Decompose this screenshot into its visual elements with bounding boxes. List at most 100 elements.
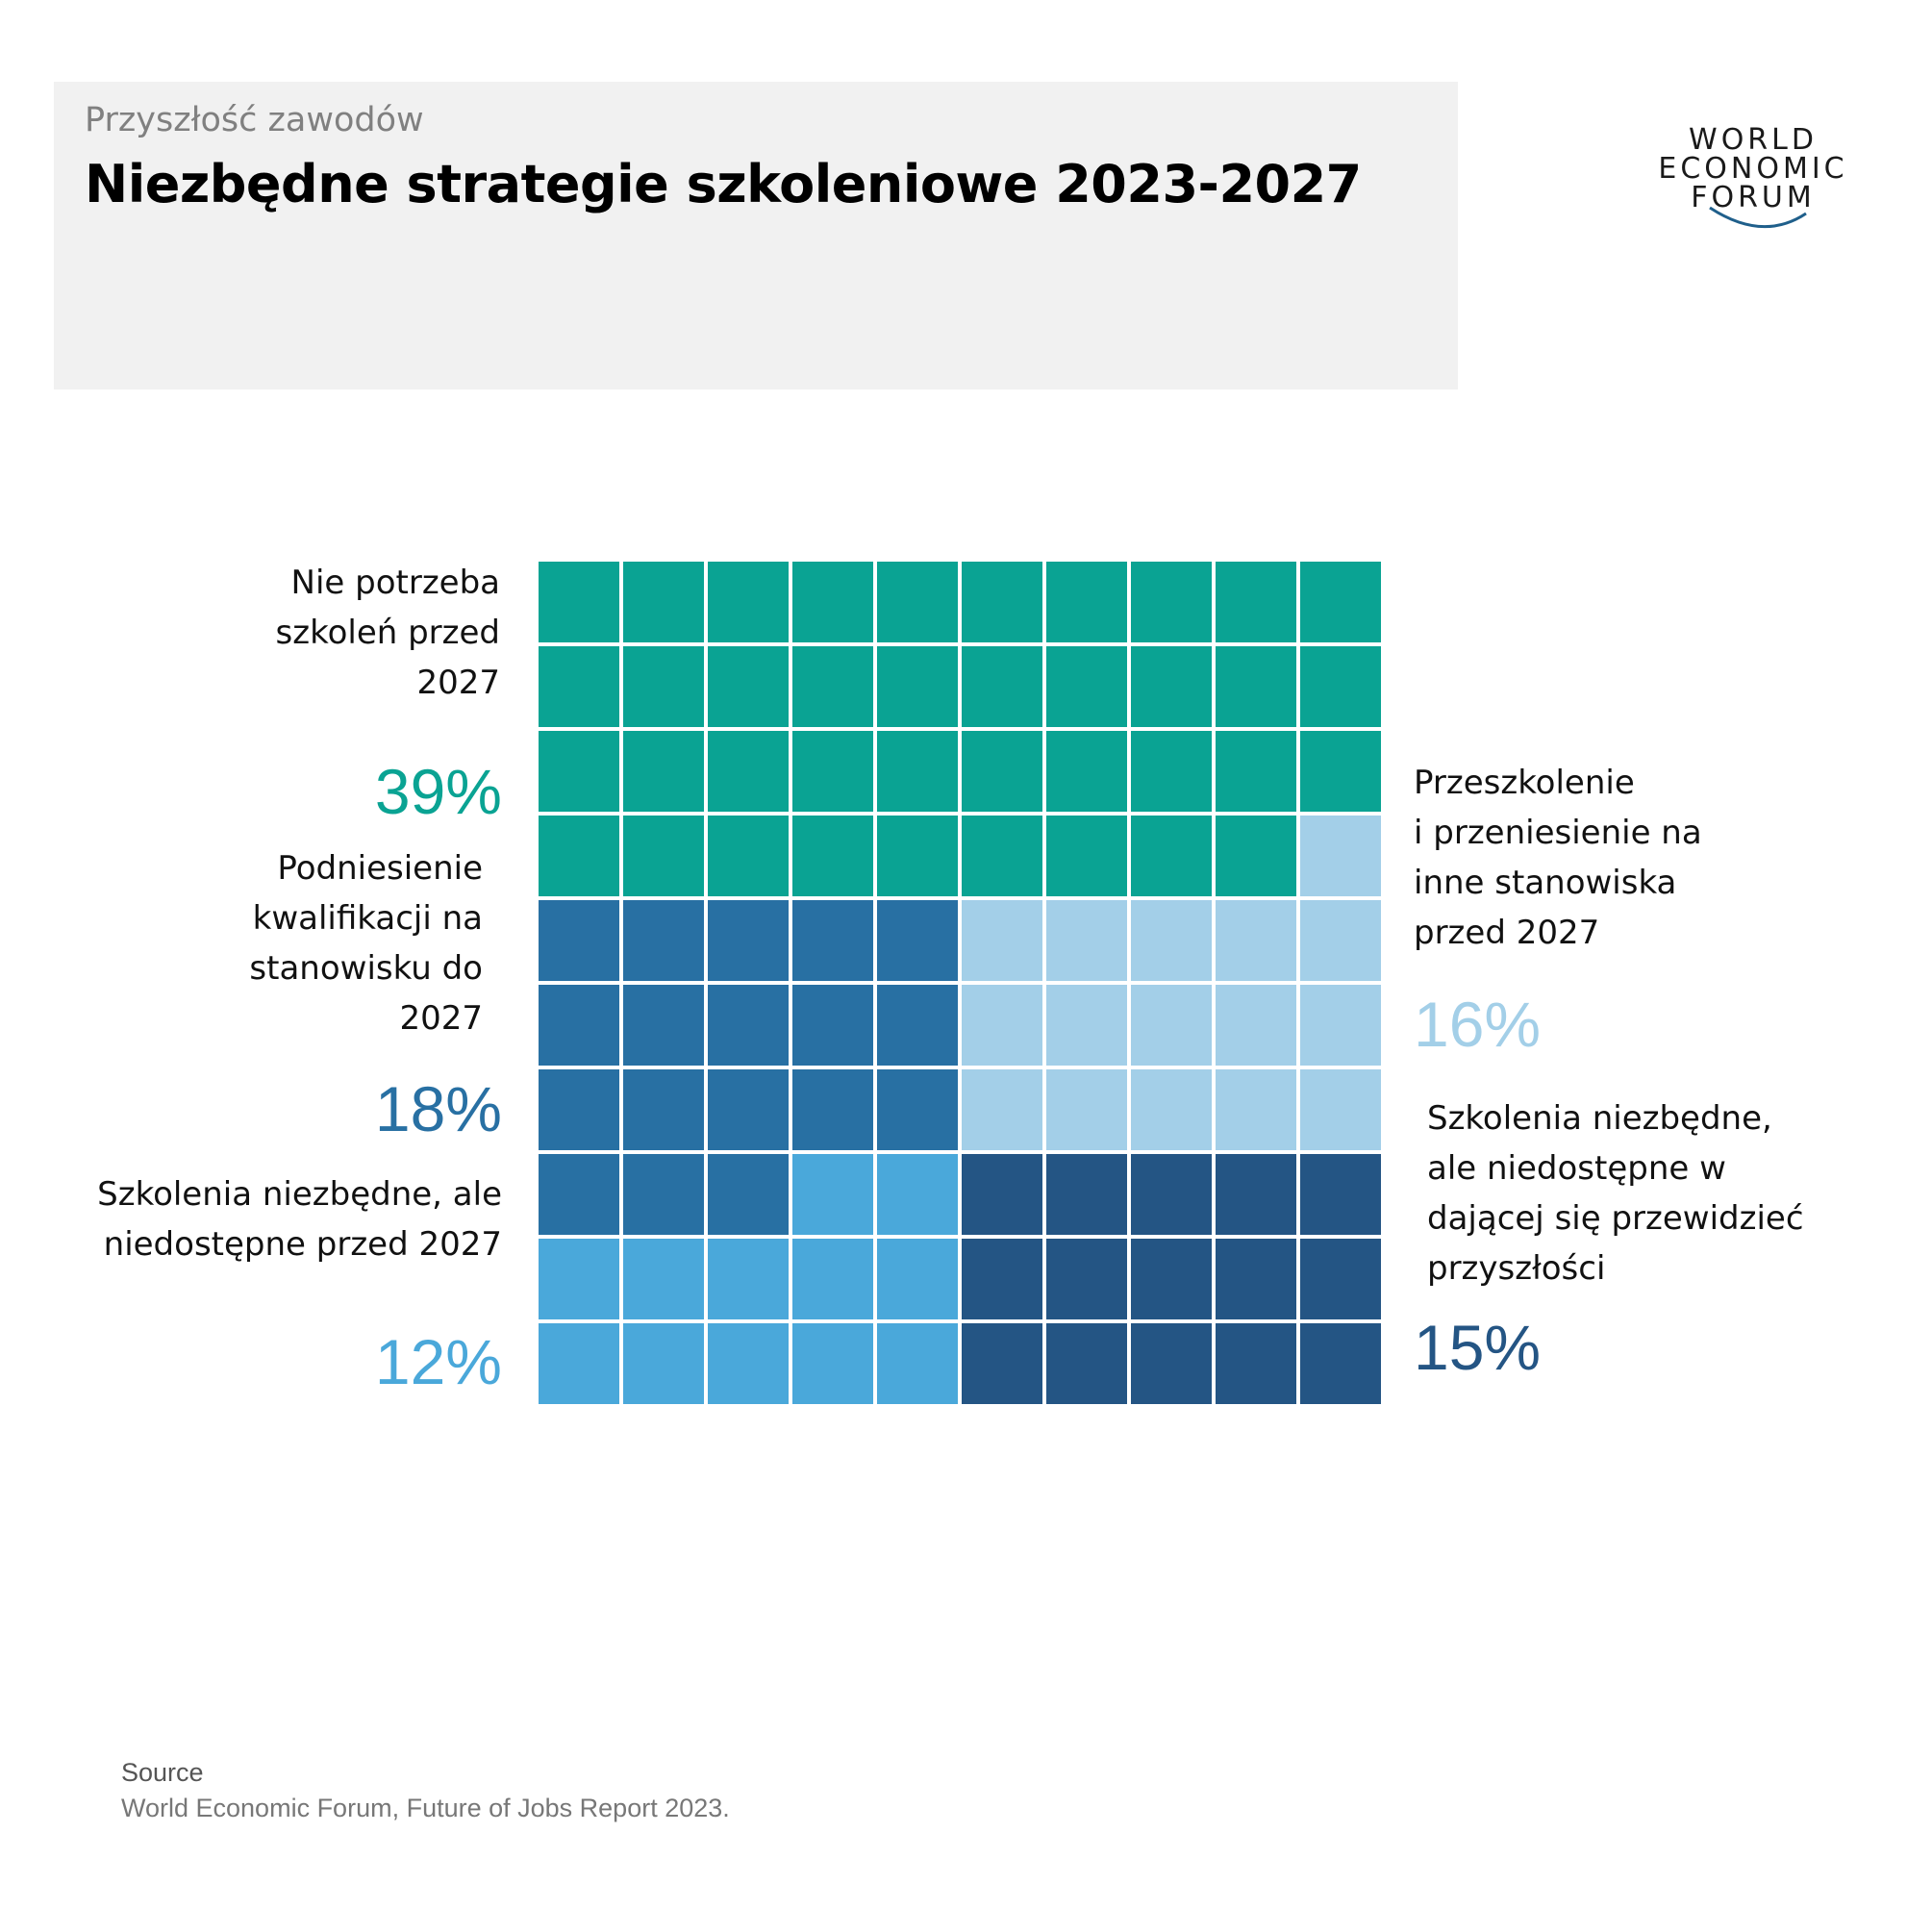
label-reskill-move-line: Przeszkolenie [1414,764,1635,802]
label-reskill-move-line: przed 2027 [1414,914,1600,952]
waffle-cell-no-training [792,816,873,896]
waffle-cell-no-training [962,816,1042,896]
waffle-grid [539,562,1381,1404]
logo-line-1: WORLD [1689,123,1818,157]
waffle-cell-no-training [792,562,873,642]
waffle-cell-no-training [1046,731,1127,812]
waffle-cell-no-training [877,816,958,896]
label-no-training: Nie potrzeba szkoleń przed 2027 [212,558,500,708]
waffle-cell-reskill-move [962,1069,1042,1150]
waffle-cell-no-training [539,646,619,727]
waffle-cell-no-training [708,816,789,896]
waffle-cell-no-training [877,562,958,642]
waffle-cell-reskill-move [1300,816,1381,896]
waffle-cell-no-training [792,646,873,727]
waffle-cell-no-training [1216,816,1296,896]
waffle-cell-no-training [1216,562,1296,642]
waffle-cell-no-training [1300,562,1381,642]
value-needed-unavailable-2027: 12% [374,1326,502,1397]
waffle-cell-no-training [1216,731,1296,812]
waffle-cell-needed-unavailable-future [1216,1154,1296,1235]
waffle-cell-needed-unavailable-2027 [708,1239,789,1319]
waffle-cell-no-training [623,816,704,896]
waffle-cell-needed-unavailable-2027 [792,1323,873,1404]
waffle-cell-no-training [877,731,958,812]
waffle-cell-no-training [623,646,704,727]
waffle-cell-reskill-move [1046,985,1127,1066]
page-subtitle: Przyszłość zawodów [85,101,424,139]
waffle-cell-upskill [539,985,619,1066]
waffle-cell-needed-unavailable-2027 [877,1154,958,1235]
waffle-cell-needed-unavailable-future [1300,1154,1381,1235]
waffle-cell-no-training [623,731,704,812]
label-upskill: Podniesienie kwalifikacji na stanowisku … [192,843,483,1043]
waffle-cell-reskill-move [1131,985,1212,1066]
source-text: World Economic Forum, Future of Jobs Rep… [121,1794,730,1822]
waffle-cell-needed-unavailable-future [1300,1323,1381,1404]
waffle-cell-reskill-move [962,900,1042,981]
value-reskill-move: 16% [1414,989,1542,1060]
waffle-cell-needed-unavailable-future [1131,1154,1212,1235]
waffle-cell-needed-unavailable-2027 [539,1323,619,1404]
waffle-cell-needed-unavailable-future [1046,1239,1127,1319]
waffle-cell-reskill-move [1216,985,1296,1066]
waffle-cell-upskill [708,900,789,981]
label-needed-unavailable-future-line: Szkolenia niezbędne, [1427,1099,1772,1138]
waffle-cell-upskill [792,900,873,981]
label-no-training-line: Nie potrzeba [290,564,500,602]
label-needed-unavailable-2027-line: niedostępne przed 2027 [103,1225,502,1264]
waffle-cell-upskill [623,900,704,981]
waffle-cell-no-training [539,731,619,812]
waffle-cell-upskill [623,1154,704,1235]
label-upskill-line: stanowisku do [249,949,483,988]
waffle-cell-needed-unavailable-future [1131,1239,1212,1319]
waffle-cell-needed-unavailable-future [962,1239,1042,1319]
waffle-cell-reskill-move [1216,1069,1296,1150]
waffle-cell-reskill-move [1131,900,1212,981]
waffle-cell-reskill-move [1300,900,1381,981]
waffle-cell-needed-unavailable-future [962,1323,1042,1404]
waffle-cell-needed-unavailable-2027 [792,1239,873,1319]
waffle-cell-no-training [1216,646,1296,727]
label-upskill-line: 2027 [399,999,483,1038]
label-reskill-move: Przeszkolenie i przeniesienie na inne st… [1414,758,1818,958]
waffle-cell-needed-unavailable-future [1216,1239,1296,1319]
waffle-cell-no-training [1131,816,1212,896]
waffle-cell-needed-unavailable-future [1131,1323,1212,1404]
label-needed-unavailable-future-line: ale niedostępne w [1427,1149,1726,1188]
waffle-cell-upskill [623,1069,704,1150]
waffle-cell-no-training [708,562,789,642]
page-title: Niezbędne strategie szkoleniowe 2023-202… [85,154,1362,214]
value-upskill: 18% [374,1073,502,1144]
waffle-cell-needed-unavailable-2027 [623,1323,704,1404]
waffle-cell-upskill [623,985,704,1066]
waffle-cell-needed-unavailable-2027 [877,1323,958,1404]
waffle-cell-no-training [1046,646,1127,727]
wef-logo: WORLD ECONOMIC FORUM [1652,119,1854,235]
waffle-cell-no-training [708,646,789,727]
waffle-cell-reskill-move [1300,1069,1381,1150]
waffle-cell-no-training [539,816,619,896]
label-upskill-line: Podniesienie [277,849,483,888]
waffle-cell-upskill [792,985,873,1066]
label-needed-unavailable-2027: Szkolenia niezbędne, ale niedostępne prz… [58,1169,502,1269]
waffle-cell-reskill-move [1216,900,1296,981]
value-needed-unavailable-future: 15% [1414,1312,1542,1383]
waffle-cell-no-training [1131,562,1212,642]
logo-line-2: ECONOMIC [1658,152,1848,186]
label-reskill-move-line: inne stanowiska [1414,864,1677,902]
waffle-cell-needed-unavailable-2027 [708,1323,789,1404]
waffle-cell-needed-unavailable-2027 [623,1239,704,1319]
waffle-cell-no-training [1131,646,1212,727]
waffle-cell-no-training [623,562,704,642]
waffle-cell-no-training [539,562,619,642]
waffle-cell-no-training [1046,562,1127,642]
waffle-cell-reskill-move [1046,1069,1127,1150]
waffle-cell-reskill-move [1046,900,1127,981]
waffle-cell-no-training [962,731,1042,812]
label-upskill-line: kwalifikacji na [252,899,483,938]
label-needed-unavailable-future-line: dającej się przewidzieć [1427,1199,1804,1238]
waffle-cell-reskill-move [1300,985,1381,1066]
waffle-cell-reskill-move [962,985,1042,1066]
